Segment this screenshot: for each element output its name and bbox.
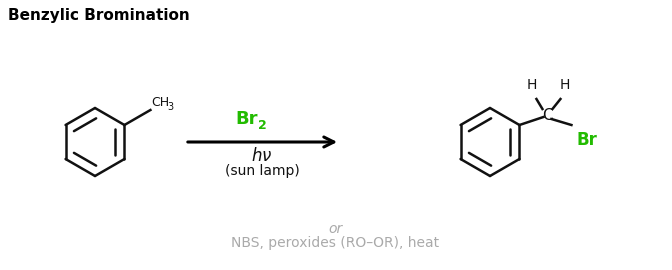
Text: Br: Br [235,110,258,128]
Text: 2: 2 [258,119,267,132]
Text: Benzylic Bromination: Benzylic Bromination [8,8,190,23]
Text: CH: CH [151,96,169,109]
Text: H: H [526,78,537,92]
Text: $h\nu$: $h\nu$ [251,147,273,165]
Text: (sun lamp): (sun lamp) [224,164,299,178]
Text: H: H [559,78,570,92]
Text: or: or [328,222,342,236]
Text: C: C [542,107,553,123]
Text: NBS, peroxides (RO–OR), heat: NBS, peroxides (RO–OR), heat [231,236,439,250]
Text: Br: Br [577,131,597,149]
Text: 3: 3 [167,102,173,112]
